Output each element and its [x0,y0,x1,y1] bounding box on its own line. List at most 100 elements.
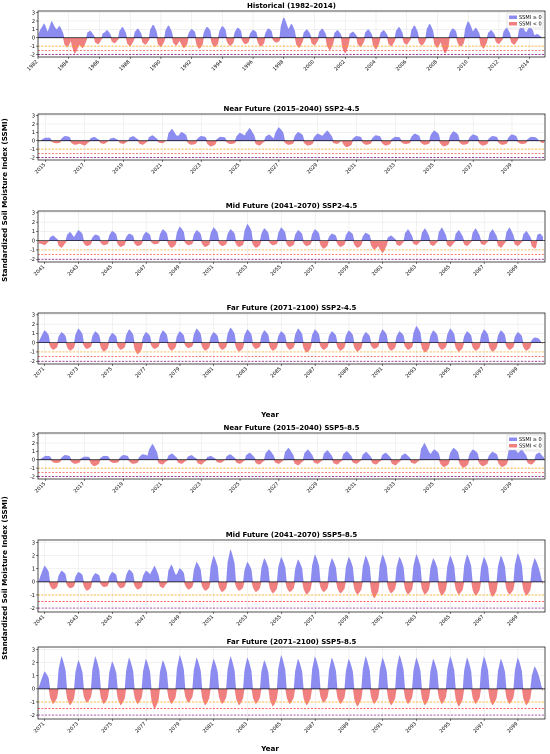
x-tick-label: 2043 [67,264,80,277]
ssmi-positive-area [38,442,545,460]
y-tick-label: 3 [32,647,35,653]
x-tick-label: 2081 [202,721,215,734]
x-tick-label: 2037 [461,481,474,494]
x-tick-label: 2021 [150,162,163,175]
x-tick-label: 2095 [439,721,452,734]
x-tick-label: 2091 [371,366,384,379]
y-tick-label: -2 [30,257,35,263]
x-tick-label: 2099 [506,721,519,734]
x-tick-label: 2095 [439,366,452,379]
x-tick-label: 2047 [134,264,147,277]
x-tick-label: 2029 [306,162,319,175]
y-tick-label: -1 [30,466,35,472]
y-axis-label-lower: Standardized Soil Moisture Index (SSMI) [0,496,9,660]
x-tick-label: 2049 [168,614,181,627]
y-tick-label: 1 [32,674,35,680]
y-tick-label: 2 [32,220,35,226]
panel-title: Far Future (2071–2100) SSP5-8.5 [227,638,357,646]
panel-title: Far Future (2071–2100) SSP2-4.5 [227,304,357,312]
y-tick-label: -2 [30,713,35,719]
y-tick-label: 2 [32,661,35,667]
x-tick-label: 2067 [472,614,485,627]
x-tick-label: 2061 [371,614,384,627]
panel-title: Mid Future (2041–2070) SSP2-4.5 [226,202,358,210]
x-tick-label: 2049 [168,264,181,277]
legend-label-positive: SSMI ≥ 0 [519,437,542,443]
plot-frame [37,432,546,480]
ssmi-negative-area [38,342,544,355]
x-tick-label: 2085 [270,366,283,379]
chart-panel-6: Mid Future (2041–2070) SSP5-8.5 -2 -1 0 1 2 3 2… [30,531,546,627]
x-tick-label: 2021 [150,481,163,494]
x-tick-label: 2083 [236,721,249,734]
plot-frame [37,312,546,365]
x-tick-label: 2017 [73,162,86,175]
x-tick-label: 2008 [426,59,439,72]
x-tick-label: 2037 [461,162,474,175]
x-tick-label: 2069 [506,614,519,627]
x-tick-label: 2002 [333,59,346,72]
x-tick-label: 2045 [101,264,114,277]
y-tick-label: 1 [32,229,35,235]
y-tick-label: 0 [32,580,35,586]
legend-swatch-negative [509,22,517,26]
y-tick-label: 0 [32,687,35,693]
x-tick-label: 2097 [472,366,485,379]
x-tick-label: 2041 [33,614,46,627]
y-tick-label: 1 [32,449,35,455]
x-tick-label: 2059 [337,614,350,627]
x-tick-label: 1998 [272,59,285,72]
x-tick-label: 2085 [270,721,283,734]
y-tick-label: 0 [32,238,35,244]
x-tick-label: 2089 [337,366,350,379]
y-tick-label: 0 [32,36,35,42]
ssmi-negative-area [38,140,545,148]
x-tick-label: 2073 [67,721,80,734]
x-tick-label: 2012 [487,59,500,72]
ssmi-positive-area [38,654,544,689]
x-tick-label: 2035 [422,481,435,494]
x-tick-label: 2017 [73,481,86,494]
x-tick-label: 2010 [456,59,469,72]
y-tick-label: 2 [32,322,35,328]
plot-frame [37,10,546,58]
chart-panel-2: Near Future (2015–2040) SSP2-4.5 -2 -1 0 1 2 3… [30,105,546,175]
x-tick-label: 2071 [33,366,46,379]
x-tick-label: 2033 [384,162,397,175]
x-tick-label: 2089 [337,721,350,734]
x-tick-label: 2041 [33,264,46,277]
y-tick-label: 0 [32,458,35,464]
y-tick-label: 2 [32,19,35,25]
x-tick-label: 2099 [506,366,519,379]
x-tick-label: 2014 [518,59,531,72]
ssmi-negative-area [38,459,545,468]
x-tick-label: 1990 [149,59,162,72]
plot-frame [37,210,546,263]
ssmi-negative-area [38,688,544,710]
ssmi-positive-area [38,17,544,38]
x-tick-label: 2061 [371,264,384,277]
x-tick-label: 2053 [236,614,249,627]
x-tick-label: 2043 [67,614,80,627]
plot-frame [37,646,546,720]
legend-label-negative: SSMI < 0 [519,22,542,28]
x-axis-label-upper: Year [260,410,279,419]
x-tick-label: 2035 [422,162,435,175]
x-tick-label: 2051 [202,614,215,627]
x-axis-label-lower: Year [260,744,279,753]
y-tick-label: 1 [32,27,35,33]
x-tick-label: 2093 [405,721,418,734]
x-tick-label: 2081 [202,366,215,379]
y-tick-label: -2 [30,474,35,480]
y-tick-label: 3 [32,432,35,438]
x-tick-label: 2057 [303,614,316,627]
x-tick-label: 2079 [168,721,181,734]
y-tick-label: 1 [32,331,35,337]
legend-label-negative: SSMI < 0 [519,444,542,450]
legend-swatch-negative [509,444,517,448]
ssmi-positive-area [38,549,544,582]
plot-frame [37,539,546,613]
x-tick-label: 1986 [88,59,101,72]
x-tick-label: 1984 [57,59,70,72]
